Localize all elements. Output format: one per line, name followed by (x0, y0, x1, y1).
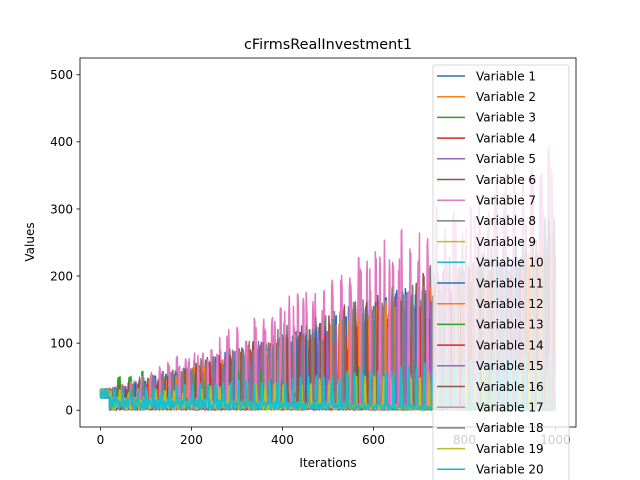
legend-label: Variable 4 (476, 131, 536, 145)
y-tick-label: 400 (50, 135, 73, 149)
y-tick-label: 100 (50, 336, 73, 350)
legend-box (432, 64, 570, 480)
legend-label: Variable 3 (476, 111, 536, 125)
y-tick-label: 300 (50, 202, 73, 216)
legend-label: Variable 13 (476, 318, 544, 332)
legend-label: Variable 2 (476, 90, 536, 104)
chart-title: cFirmsRealInvestment1 (244, 37, 412, 53)
x-tick-label: 200 (180, 433, 203, 447)
x-axis-label: Iterations (299, 456, 356, 470)
x-tick-label: 600 (362, 433, 385, 447)
legend-label: Variable 16 (476, 380, 544, 394)
y-tick-label: 200 (50, 269, 73, 283)
plot-frame (79, 57, 577, 428)
legend-label: Variable 7 (476, 194, 536, 208)
legend-label: Variable 8 (476, 214, 536, 228)
legend-label: Variable 19 (476, 442, 544, 456)
y-tick-label: 0 (65, 404, 73, 418)
legend-label: Variable 9 (476, 235, 536, 249)
legend-label: Variable 5 (476, 152, 536, 166)
y-axis-label: Values (23, 222, 37, 261)
x-tick-label: 0 (97, 433, 105, 447)
legend-label: Variable 12 (476, 297, 544, 311)
legend-label: Variable 10 (476, 256, 544, 270)
legend-label: Variable 17 (476, 401, 544, 415)
legend-label: Variable 20 (476, 463, 544, 477)
x-tick-label: 400 (271, 433, 294, 447)
y-tick-label: 500 (50, 68, 73, 82)
legend-label: Variable 6 (476, 173, 536, 187)
legend-label: Variable 14 (476, 338, 544, 352)
legend-label: Variable 1 (476, 69, 536, 83)
legend-label: Variable 11 (476, 276, 544, 290)
legend: Variable 1 Variable 2 Variable 3 Variable 4… (432, 64, 570, 480)
legend-label: Variable 18 (476, 421, 544, 435)
y-axis: 0 100 200 300 400 500 (50, 68, 80, 418)
legend-label: Variable 15 (476, 359, 544, 373)
